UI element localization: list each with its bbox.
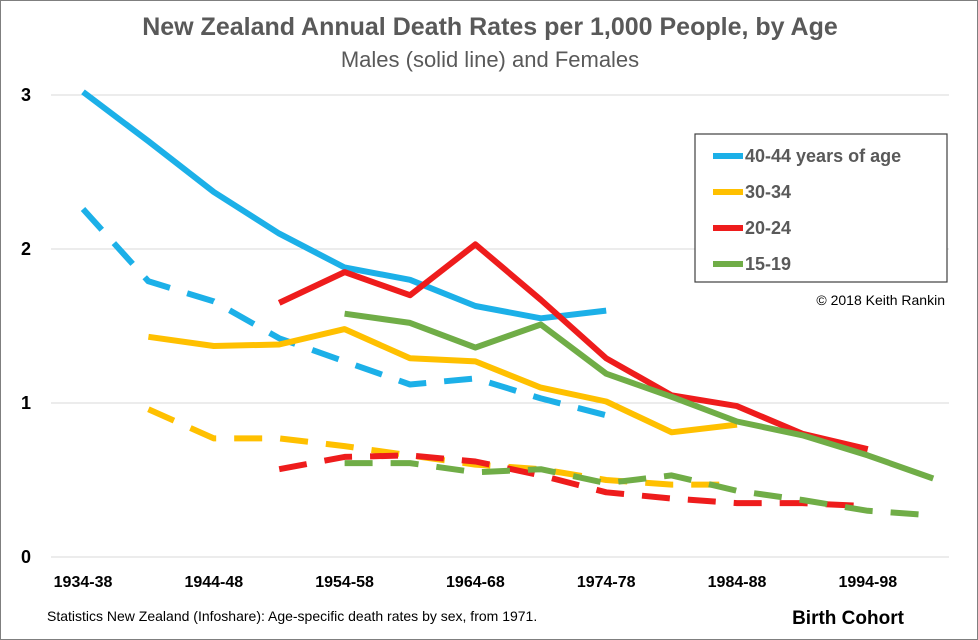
copyright-credit: © 2018 Keith Rankin <box>816 292 945 308</box>
legend-label: 20-24 <box>745 218 791 238</box>
legend: 40-44 years of age 30-34 20-24 15-19 <box>713 146 901 274</box>
legend-label: 40-44 years of age <box>745 146 901 166</box>
series-line-male-1 <box>147 326 738 436</box>
series-line-female-6 <box>278 452 868 510</box>
x-axis-label: Birth Cohort <box>792 608 905 629</box>
x-tick-label: 1934-38 <box>54 574 113 591</box>
x-tick-label: 1994-98 <box>838 574 897 591</box>
series-line-male-0 <box>81 89 607 322</box>
y-tick-label: 0 <box>21 547 31 567</box>
x-tick-label: 1984-88 <box>708 574 767 591</box>
source-note: Statistics New Zealand (Infoshare): Age-… <box>47 608 537 624</box>
y-tick-label: 3 <box>21 85 31 105</box>
x-tick-label: 1964-68 <box>446 574 505 591</box>
legend-label: 30-34 <box>745 182 791 202</box>
chart-subtitle: Males (solid line) and Females <box>341 47 639 72</box>
x-axis-ticks: 1934-38 1944-48 1954-58 1964-68 1974-78 1984-… <box>54 574 898 591</box>
x-tick-label: 1944-48 <box>184 574 243 591</box>
x-tick-label: 1974-78 <box>577 574 636 591</box>
gridlines <box>51 94 949 558</box>
y-tick-label: 2 <box>21 239 31 259</box>
series-line-male-3 <box>344 310 935 482</box>
x-tick-label: 1954-58 <box>315 574 374 591</box>
y-axis-ticks: 0 1 2 3 <box>21 85 31 567</box>
legend-label: 15-19 <box>745 254 791 274</box>
series-lines <box>80 89 935 519</box>
chart-title: New Zealand Annual Death Rates per 1,000… <box>142 13 838 41</box>
y-tick-label: 1 <box>21 393 31 413</box>
series-line-male-2 <box>277 241 869 453</box>
series-line-female-7 <box>344 460 934 519</box>
